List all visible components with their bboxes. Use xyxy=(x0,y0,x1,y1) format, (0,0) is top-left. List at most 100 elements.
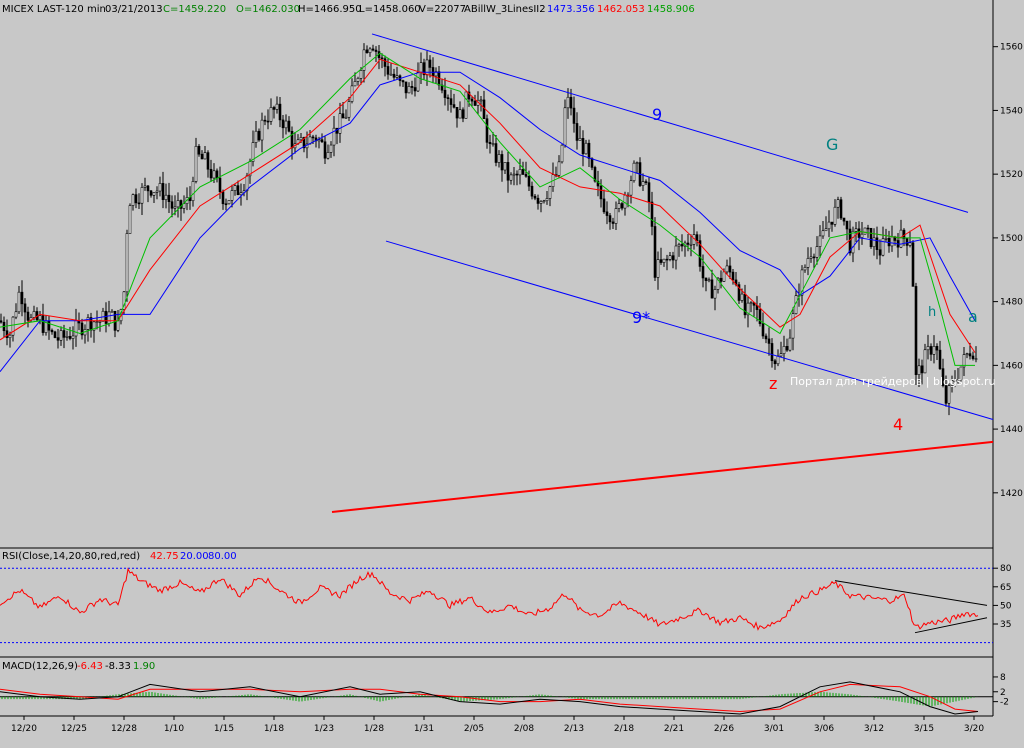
candle-body xyxy=(11,316,15,336)
candle-body xyxy=(125,233,129,293)
candle-body xyxy=(839,199,843,219)
candle-body xyxy=(311,136,315,139)
candle-body xyxy=(0,320,3,323)
candle-body xyxy=(146,185,150,192)
candle-body xyxy=(32,311,36,318)
candle-body xyxy=(557,161,561,176)
candle-body xyxy=(392,73,396,78)
candle-body xyxy=(461,109,465,119)
candle-body xyxy=(818,235,822,247)
candle-body xyxy=(128,205,132,234)
candle-body xyxy=(962,354,966,368)
candle-body xyxy=(713,289,717,299)
candle-body xyxy=(749,302,753,304)
candle-body xyxy=(467,91,471,100)
candle-body xyxy=(179,200,183,209)
candle-body xyxy=(497,154,501,163)
candle-body xyxy=(914,286,918,375)
candle-body xyxy=(947,385,951,404)
candle-body xyxy=(842,217,846,222)
candle-body xyxy=(584,142,588,155)
candle-body xyxy=(371,48,375,51)
candle-body xyxy=(383,58,387,67)
rsi-title: RSI(Close,14,20,80,red,red) xyxy=(2,551,140,562)
candle-body xyxy=(737,284,741,301)
candle-body xyxy=(533,195,537,199)
candle-body xyxy=(836,199,840,208)
candle-body xyxy=(935,346,939,351)
candle-body xyxy=(731,271,735,281)
rsi-tick-label: 50 xyxy=(1000,601,1012,611)
candle-body xyxy=(221,191,225,205)
candle-body xyxy=(62,330,66,338)
date-tick-label: 1/23 xyxy=(314,724,334,734)
candle-body xyxy=(593,167,597,182)
candle-body xyxy=(455,106,459,119)
candle-body xyxy=(449,98,453,105)
candle-body xyxy=(320,139,324,143)
candle-body xyxy=(878,249,882,256)
date-tick-label: 1/10 xyxy=(164,724,184,734)
candle-body xyxy=(8,334,12,339)
candle-body xyxy=(800,269,804,296)
header-high: H=1466.950 xyxy=(298,4,362,15)
candle-body xyxy=(518,169,522,176)
candle-body xyxy=(71,335,75,339)
candle-body xyxy=(545,198,549,202)
candle-body xyxy=(17,291,21,313)
date-tick-label: 1/28 xyxy=(364,724,384,734)
rsi-panel: 35 50 65 80 xyxy=(0,564,1012,644)
header-open: O=1462.030 xyxy=(236,4,300,15)
candle-body xyxy=(566,96,570,109)
annotation-h: h xyxy=(928,305,936,320)
candle-body xyxy=(209,168,213,179)
candle-body xyxy=(323,141,327,159)
candle-body xyxy=(281,119,285,129)
candle-body xyxy=(923,349,927,374)
candle-body xyxy=(641,181,645,186)
candle-body xyxy=(173,206,177,209)
candle-body xyxy=(353,81,357,87)
trendline-9 xyxy=(371,33,969,213)
header-symbol: MICEX LAST-120 min xyxy=(2,4,106,15)
candle-body xyxy=(287,120,291,132)
candle-body xyxy=(215,170,219,179)
date-tick-label: 2/13 xyxy=(564,724,584,734)
candle-body xyxy=(260,119,264,141)
candle-body xyxy=(917,365,921,375)
rsi-tick-label: 80 xyxy=(1000,564,1012,574)
candle-body xyxy=(956,379,960,381)
date-tick-label: 2/05 xyxy=(464,724,484,734)
date-tick-label: 2/21 xyxy=(664,724,684,734)
candle-body xyxy=(149,190,153,196)
header-ind-v2: 1462.053 xyxy=(597,4,645,15)
trendlines xyxy=(331,33,994,513)
price-tick-label: 1480 xyxy=(1000,298,1023,308)
candle-body xyxy=(56,337,60,341)
candle-body xyxy=(374,49,378,52)
candle-body xyxy=(665,258,669,261)
candle-body xyxy=(827,221,831,230)
candle-body xyxy=(212,170,216,179)
candle-body xyxy=(80,322,84,336)
candle-body xyxy=(230,190,234,201)
candle-body xyxy=(5,330,9,339)
ma-line-1 xyxy=(0,71,976,373)
candle-body xyxy=(479,99,483,102)
candle-body xyxy=(224,203,228,206)
macd-title: MACD(12,26,9) xyxy=(2,661,78,672)
candle-body xyxy=(65,336,69,338)
candle-body xyxy=(143,185,147,188)
candle-body xyxy=(677,244,681,247)
header-ind-v1: 1473.356 xyxy=(547,4,595,15)
date-tick-label: 12/20 xyxy=(11,724,37,734)
candle-body xyxy=(464,91,468,119)
candle-body xyxy=(155,190,159,193)
candle-body xyxy=(122,291,126,310)
candle-body xyxy=(668,255,672,260)
candle-body xyxy=(614,208,618,224)
candle-body xyxy=(500,154,504,171)
candle-body xyxy=(269,107,273,122)
candle-body xyxy=(695,234,699,241)
